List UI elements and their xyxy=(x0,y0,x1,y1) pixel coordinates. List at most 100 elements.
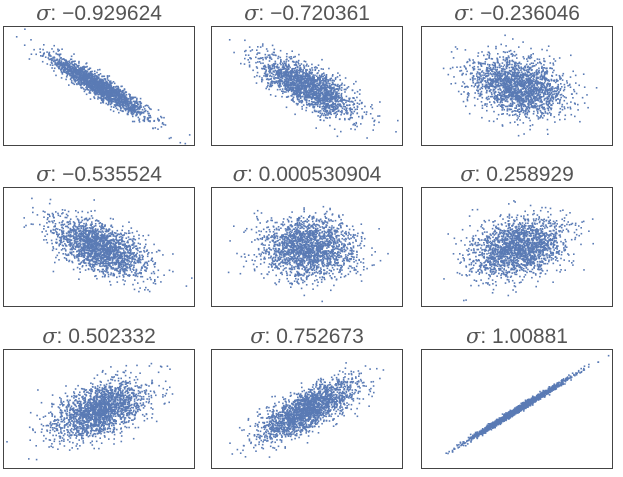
data-point xyxy=(76,75,78,77)
data-point xyxy=(93,97,96,100)
data-point xyxy=(304,99,307,101)
data-point xyxy=(267,67,270,70)
data-point xyxy=(286,89,289,91)
data-point xyxy=(79,83,82,86)
data-point xyxy=(115,85,118,88)
data-point xyxy=(121,85,123,88)
data-point xyxy=(131,98,134,100)
data-point xyxy=(105,95,108,98)
data-point xyxy=(353,83,355,85)
data-point xyxy=(484,86,487,89)
data-point xyxy=(314,99,317,101)
data-point xyxy=(262,62,264,64)
data-point xyxy=(136,102,139,104)
data-point xyxy=(53,56,56,58)
data-point xyxy=(301,108,303,110)
data-point xyxy=(50,55,52,57)
data-point xyxy=(263,72,266,75)
data-point xyxy=(290,88,292,90)
data-point xyxy=(486,85,488,88)
data-point xyxy=(79,76,81,79)
data-point xyxy=(284,86,287,89)
data-point xyxy=(80,78,82,80)
data-point xyxy=(63,63,65,65)
data-point xyxy=(109,108,112,111)
data-point xyxy=(135,114,138,116)
data-point xyxy=(102,81,104,84)
data-point xyxy=(102,86,105,88)
data-point xyxy=(551,100,554,103)
data-point xyxy=(330,77,333,80)
data-point xyxy=(40,55,42,57)
data-point xyxy=(334,93,337,95)
data-point xyxy=(133,100,136,103)
data-point xyxy=(535,72,538,75)
data-point xyxy=(515,113,517,115)
data-point xyxy=(64,63,67,66)
data-point xyxy=(306,103,308,106)
data-point xyxy=(70,58,73,61)
data-point xyxy=(332,79,334,81)
data-point xyxy=(344,109,347,112)
data-point xyxy=(68,62,71,64)
data-point xyxy=(370,106,372,108)
data-point xyxy=(74,80,77,82)
data-point xyxy=(480,101,483,103)
data-point xyxy=(244,50,246,53)
data-point xyxy=(138,121,141,123)
data-point xyxy=(329,82,331,85)
data-point xyxy=(329,104,331,107)
data-point xyxy=(348,108,351,110)
data-point xyxy=(324,110,326,113)
data-point xyxy=(106,82,109,84)
data-point xyxy=(108,88,110,91)
data-point xyxy=(528,68,531,70)
data-point xyxy=(102,95,104,97)
data-point xyxy=(545,101,548,103)
data-point xyxy=(278,75,281,78)
data-point xyxy=(298,94,300,96)
data-point xyxy=(310,79,312,82)
data-point xyxy=(294,63,297,66)
data-point xyxy=(326,88,328,91)
data-point xyxy=(126,113,129,116)
data-point xyxy=(64,69,67,71)
data-point xyxy=(493,93,496,95)
data-point xyxy=(345,101,347,104)
data-point xyxy=(515,72,517,74)
data-point xyxy=(296,92,299,95)
data-point xyxy=(300,74,303,77)
data-point xyxy=(35,53,37,56)
data-point xyxy=(257,52,259,54)
data-point xyxy=(73,83,76,86)
data-point xyxy=(121,100,123,103)
data-point xyxy=(527,106,530,109)
data-point xyxy=(100,96,102,99)
data-point xyxy=(75,63,77,66)
data-point xyxy=(264,68,266,70)
data-point xyxy=(481,96,484,99)
data-point xyxy=(332,74,334,76)
data-point xyxy=(309,72,311,75)
data-point xyxy=(552,102,554,105)
data-point xyxy=(335,100,337,103)
data-point xyxy=(329,104,332,106)
data-point xyxy=(506,84,509,86)
data-point xyxy=(303,87,305,90)
data-point xyxy=(317,103,319,106)
data-point xyxy=(279,84,281,86)
data-point xyxy=(75,67,77,69)
data-point xyxy=(118,105,121,108)
data-point xyxy=(71,65,73,68)
data-point xyxy=(322,75,324,78)
data-point xyxy=(255,61,257,64)
data-point xyxy=(501,90,504,93)
data-point xyxy=(312,88,314,91)
data-point xyxy=(356,90,359,93)
data-point xyxy=(72,74,75,77)
data-point xyxy=(58,67,60,69)
data-point xyxy=(83,68,85,71)
data-point xyxy=(69,70,71,73)
data-point xyxy=(281,83,284,85)
data-point xyxy=(294,113,296,116)
